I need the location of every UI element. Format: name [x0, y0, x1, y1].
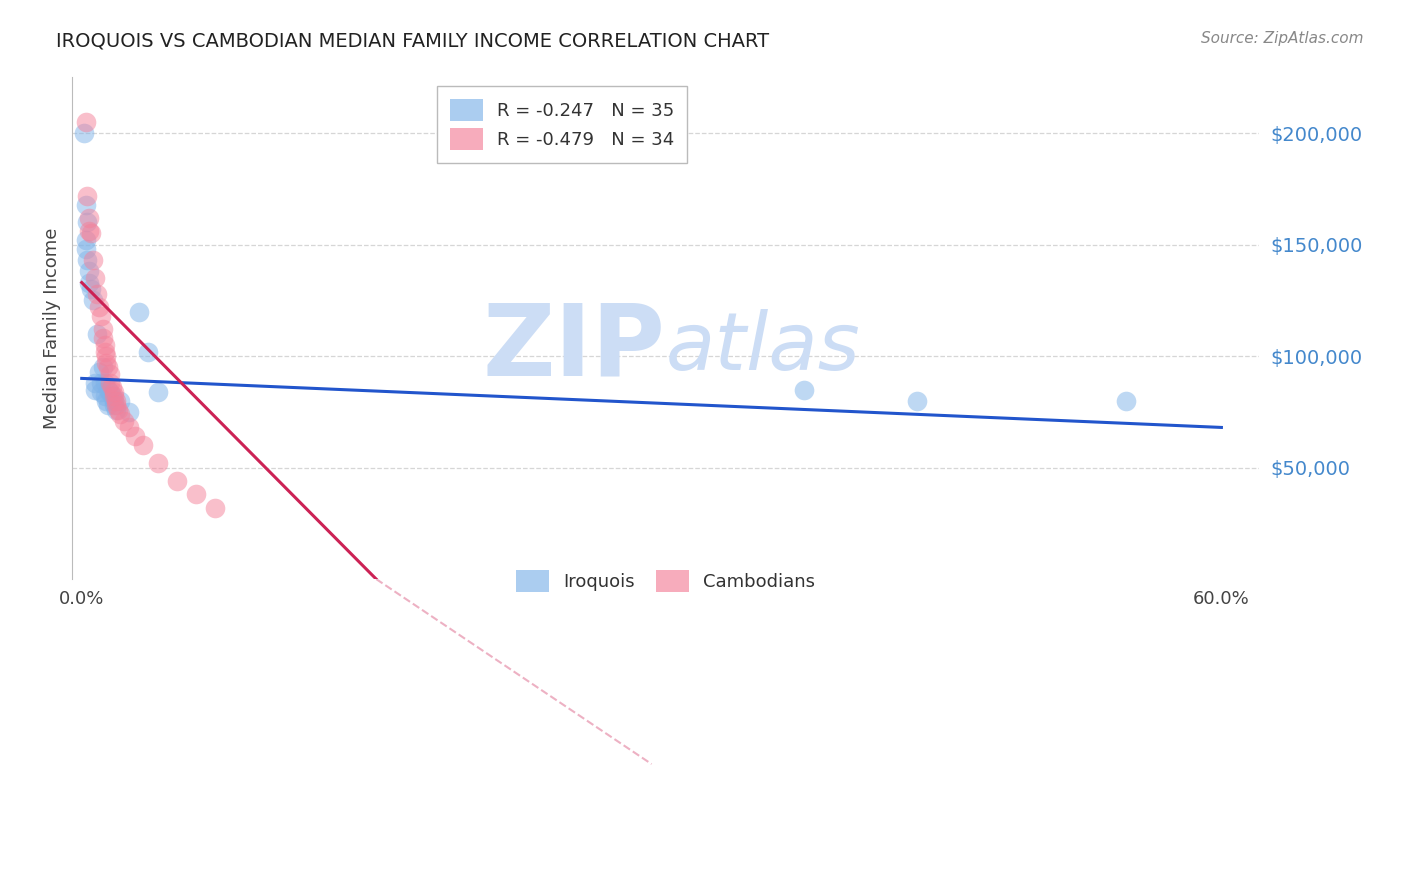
Point — [93, 338, 115, 352]
Point — [131, 438, 153, 452]
Point — [93, 344, 115, 359]
Point — [104, 398, 127, 412]
Point — [104, 393, 127, 408]
Point — [104, 402, 127, 417]
Point — [80, 227, 103, 241]
Point — [76, 253, 98, 268]
Point — [146, 384, 169, 399]
Point — [86, 286, 108, 301]
Point — [96, 356, 118, 370]
Point — [98, 367, 121, 381]
Text: Source: ZipAtlas.com: Source: ZipAtlas.com — [1201, 31, 1364, 46]
Point — [103, 384, 125, 399]
Point — [90, 376, 112, 390]
Point — [128, 304, 150, 318]
Point — [907, 393, 929, 408]
Point — [79, 264, 101, 278]
Point — [97, 383, 120, 397]
Point — [146, 456, 169, 470]
Point — [103, 398, 125, 412]
Point — [124, 429, 146, 443]
Point — [101, 380, 124, 394]
Point — [96, 349, 118, 363]
Point — [118, 405, 141, 419]
Point — [101, 389, 124, 403]
Point — [80, 282, 103, 296]
Point — [107, 402, 129, 417]
Point — [108, 393, 131, 408]
Point — [75, 197, 97, 211]
Point — [792, 383, 814, 397]
Y-axis label: Median Family Income: Median Family Income — [44, 227, 60, 429]
Point — [87, 365, 110, 379]
Point — [136, 344, 159, 359]
Text: atlas: atlas — [666, 310, 860, 387]
Point — [76, 188, 98, 202]
Legend: Iroquois, Cambodians: Iroquois, Cambodians — [503, 558, 828, 605]
Point — [82, 253, 104, 268]
Point — [84, 383, 107, 397]
Point — [184, 487, 207, 501]
Point — [93, 389, 115, 403]
Point — [84, 271, 107, 285]
Point — [108, 407, 131, 421]
Point — [103, 389, 125, 403]
Point — [90, 384, 112, 399]
Point — [79, 276, 101, 290]
Point — [166, 474, 188, 488]
Point — [97, 360, 120, 375]
Point — [84, 376, 107, 390]
Point — [75, 115, 97, 129]
Point — [103, 393, 125, 408]
Point — [75, 233, 97, 247]
Point — [112, 414, 135, 428]
Point — [79, 224, 101, 238]
Point — [82, 293, 104, 308]
Point — [79, 211, 101, 225]
Point — [75, 242, 97, 256]
Point — [76, 215, 98, 229]
Point — [204, 500, 226, 515]
Point — [98, 376, 121, 390]
Point — [98, 384, 121, 399]
Point — [91, 322, 114, 336]
Point — [96, 393, 118, 408]
Point — [93, 376, 115, 390]
Point — [118, 420, 141, 434]
Text: ZIP: ZIP — [482, 300, 666, 397]
Text: IROQUOIS VS CAMBODIAN MEDIAN FAMILY INCOME CORRELATION CHART: IROQUOIS VS CAMBODIAN MEDIAN FAMILY INCO… — [56, 31, 769, 50]
Point — [90, 309, 112, 323]
Point — [97, 398, 120, 412]
Point — [87, 300, 110, 314]
Point — [86, 326, 108, 341]
Point — [72, 126, 94, 140]
Point — [91, 331, 114, 345]
Point — [1115, 393, 1137, 408]
Point — [91, 360, 114, 375]
